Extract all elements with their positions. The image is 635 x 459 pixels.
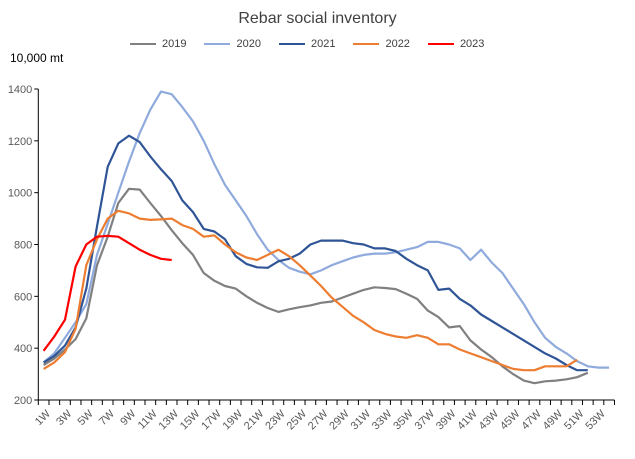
legend-swatch — [204, 43, 231, 45]
series-line-2023 — [42, 234, 172, 352]
x-tick-label: 11W — [136, 407, 160, 431]
x-tick-label: 35W — [391, 407, 416, 432]
y-tick-label: 600 — [14, 291, 32, 303]
x-tick-label: 49W — [541, 407, 566, 432]
y-axis-unit-label: 10,000 mt — [10, 51, 64, 65]
y-tick-label: 200 — [14, 395, 32, 407]
legend-label: 2023 — [459, 38, 485, 50]
x-tick-label: 5W — [76, 407, 97, 428]
x-tick-label: 29W — [327, 407, 352, 432]
legend-item-2021: 2021 — [278, 38, 336, 50]
y-tick-label: 800 — [14, 240, 32, 252]
x-tick-label: 47W — [519, 407, 544, 432]
legend-label: 2019 — [162, 38, 187, 50]
series-line-2022 — [43, 209, 578, 372]
legend-item-2020: 2020 — [204, 38, 261, 50]
x-tick-label: 39W — [434, 407, 459, 432]
legend-swatch — [353, 43, 380, 45]
legend-swatch — [278, 43, 305, 45]
x-tick-label: 3W — [54, 407, 75, 428]
x-tick-label: 21W — [242, 407, 267, 432]
legend-swatch — [130, 43, 156, 45]
legend-label: 2021 — [310, 38, 336, 50]
legend-swatch — [427, 43, 454, 45]
x-tick-label: 17W — [199, 407, 224, 432]
y-tick-label: 1200 — [8, 136, 32, 148]
y-tick-label: 1400 — [8, 84, 32, 96]
chart-title: Rebar social inventory — [238, 10, 397, 27]
x-tick-label: 13W — [157, 407, 182, 432]
x-tick-label: 45W — [498, 407, 523, 432]
x-tick-label: 23W — [263, 407, 288, 432]
y-tick-label: 400 — [14, 343, 32, 355]
x-tick-label: 9W — [118, 407, 139, 428]
x-tick-label: 1W — [33, 407, 54, 428]
legend-item-2022: 2022 — [353, 38, 410, 50]
x-tick-label: 19W — [221, 407, 246, 432]
x-tick-label: 33W — [370, 407, 395, 432]
x-tick-label: 27W — [306, 407, 331, 432]
x-tick-label: 51W — [562, 407, 587, 432]
x-tick-label: 31W — [349, 407, 374, 432]
legend-label: 2020 — [236, 38, 261, 50]
legend: 2019 2020 2021 2022 2023 — [130, 38, 484, 50]
x-tick-label: 7W — [97, 407, 118, 428]
legend-item-2019: 2019 — [130, 38, 186, 50]
x-tick-label: 41W — [455, 407, 480, 432]
y-tick-label: 1000 — [8, 188, 32, 200]
series-line-2019 — [43, 187, 589, 385]
series-line-2021 — [43, 134, 588, 372]
x-tick-label: 53W — [583, 407, 608, 432]
x-tick-label: 37W — [413, 407, 438, 432]
x-tick-label: 25W — [285, 407, 310, 432]
series-line-2020 — [42, 90, 610, 369]
legend-item-2023: 2023 — [427, 38, 485, 50]
x-tick-label: 43W — [477, 407, 502, 432]
x-tick-label: 15W — [178, 407, 203, 432]
legend-label: 2022 — [385, 38, 410, 50]
